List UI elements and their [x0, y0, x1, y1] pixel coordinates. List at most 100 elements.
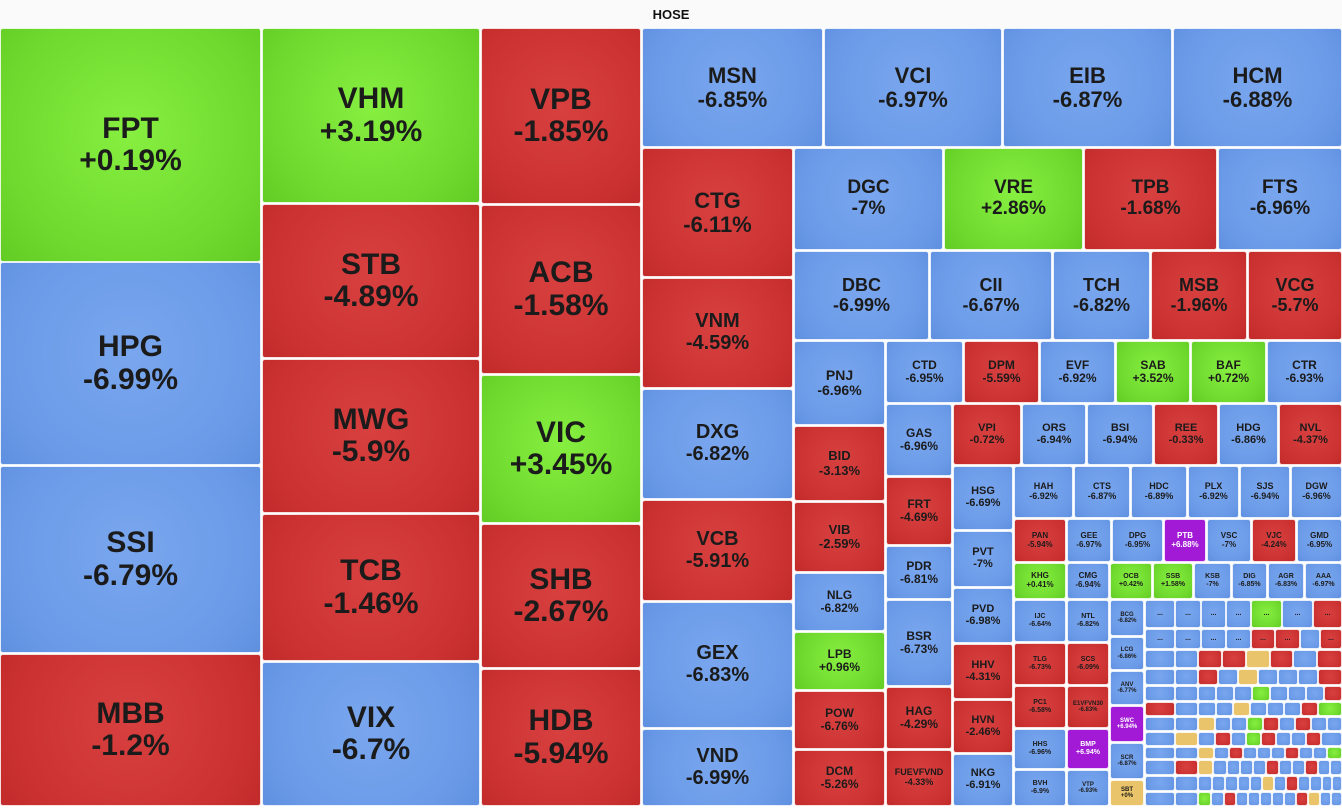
- stock-tile-vnd[interactable]: VND -6.99%: [642, 729, 793, 806]
- stock-tile-vic[interactable]: VIC +3.45%: [481, 375, 641, 523]
- collapsed-stock-tile[interactable]: ...: [1262, 776, 1274, 791]
- stock-tile-hhs[interactable]: HHS -6.96%: [1014, 729, 1066, 769]
- stock-tile-gas[interactable]: GAS -6.96%: [886, 404, 952, 476]
- stock-tile-nkg[interactable]: NKG -6.91%: [953, 754, 1013, 806]
- stock-tile-fts[interactable]: FTS -6.96%: [1218, 148, 1342, 250]
- collapsed-stock-tile[interactable]: ...: [1198, 747, 1214, 759]
- stock-tile-e1vfvn30[interactable]: E1VFVN30 -6.83%: [1067, 686, 1109, 728]
- collapsed-stock-tile[interactable]: ...: [1145, 732, 1175, 746]
- collapsed-stock-tile[interactable]: ...: [1308, 792, 1320, 806]
- stock-tile-hdb[interactable]: HDB -5.94%: [481, 669, 641, 806]
- collapsed-stock-tile[interactable]: ...: [1282, 600, 1313, 628]
- collapsed-stock-tile[interactable]: ...: [1145, 686, 1175, 701]
- collapsed-stock-tile[interactable]: ...: [1306, 686, 1324, 701]
- collapsed-stock-tile[interactable]: ...: [1238, 669, 1258, 685]
- collapsed-stock-tile[interactable]: ...: [1234, 686, 1252, 701]
- collapsed-stock-tile[interactable]: ...: [1175, 747, 1198, 759]
- stock-tile-vhm[interactable]: VHM +3.19%: [262, 28, 480, 203]
- collapsed-stock-tile[interactable]: ...: [1317, 650, 1342, 668]
- collapsed-stock-tile[interactable]: ...: [1224, 792, 1236, 806]
- stock-tile-ijc[interactable]: IJC -6.64%: [1014, 600, 1066, 642]
- collapsed-stock-tile[interactable]: ...: [1216, 686, 1234, 701]
- stock-tile-ntl[interactable]: NTL -6.82%: [1067, 600, 1109, 642]
- stock-tile-tlg[interactable]: TLG -6.73%: [1014, 643, 1066, 685]
- stock-tile-gee[interactable]: GEE -6.97%: [1067, 519, 1111, 562]
- stock-tile-vsc[interactable]: VSC -7%: [1207, 519, 1251, 562]
- stock-tile-vcb[interactable]: VCB -5.91%: [642, 500, 793, 601]
- collapsed-stock-tile[interactable]: ...: [1327, 747, 1342, 759]
- stock-tile-lpb[interactable]: LPB +0.96%: [794, 632, 885, 690]
- collapsed-stock-tile[interactable]: ...: [1216, 702, 1233, 716]
- collapsed-stock-tile[interactable]: ...: [1272, 792, 1284, 806]
- collapsed-stock-tile[interactable]: ...: [1306, 732, 1321, 746]
- stock-tile-pvt[interactable]: PVT -7%: [953, 531, 1013, 587]
- stock-tile-dgc[interactable]: DGC -7%: [794, 148, 943, 250]
- collapsed-stock-tile[interactable]: ...: [1332, 776, 1342, 791]
- collapsed-stock-tile[interactable]: ...: [1198, 776, 1212, 791]
- stock-tile-dpm[interactable]: DPM -5.59%: [964, 341, 1039, 403]
- collapsed-stock-tile[interactable]: ...: [1295, 717, 1311, 731]
- collapsed-stock-tile[interactable]: ...: [1198, 702, 1216, 716]
- stock-tile-ocb[interactable]: OCB +0.42%: [1110, 563, 1152, 599]
- collapsed-stock-tile[interactable]: ...: [1175, 686, 1198, 701]
- stock-tile-scr[interactable]: SCR -6.87%: [1110, 743, 1144, 779]
- collapsed-stock-tile[interactable]: ...: [1288, 686, 1306, 701]
- stock-tile-hdg[interactable]: HDG -6.86%: [1219, 404, 1278, 465]
- collapsed-stock-tile[interactable]: ...: [1274, 776, 1286, 791]
- collapsed-stock-tile[interactable]: ...: [1291, 732, 1306, 746]
- collapsed-stock-tile[interactable]: ...: [1175, 760, 1198, 775]
- stock-tile-anv[interactable]: ANV -6.77%: [1110, 671, 1144, 705]
- collapsed-stock-tile[interactable]: ...: [1260, 792, 1272, 806]
- collapsed-stock-tile[interactable]: ...: [1175, 629, 1201, 649]
- stock-tile-tch[interactable]: TCH -6.82%: [1053, 251, 1150, 340]
- collapsed-stock-tile[interactable]: ...: [1145, 792, 1175, 806]
- stock-tile-dcm[interactable]: DCM -5.26%: [794, 750, 885, 806]
- stock-tile-cmg[interactable]: CMG -6.94%: [1067, 563, 1109, 599]
- collapsed-stock-tile[interactable]: ...: [1320, 629, 1342, 649]
- stock-tile-bsr[interactable]: BSR -6.73%: [886, 600, 952, 686]
- collapsed-stock-tile[interactable]: ...: [1214, 747, 1229, 759]
- collapsed-stock-tile[interactable]: ...: [1175, 702, 1198, 716]
- stock-tile-vci[interactable]: VCI -6.97%: [824, 28, 1002, 147]
- collapsed-stock-tile[interactable]: ...: [1270, 686, 1288, 701]
- stock-tile-vix[interactable]: VIX -6.7%: [262, 662, 480, 806]
- stock-tile-acb[interactable]: ACB -1.58%: [481, 205, 641, 374]
- collapsed-stock-tile[interactable]: ...: [1278, 669, 1298, 685]
- collapsed-stock-tile[interactable]: ...: [1198, 732, 1215, 746]
- collapsed-stock-tile[interactable]: ...: [1284, 702, 1301, 716]
- stock-tile-hag[interactable]: HAG -4.29%: [886, 687, 952, 749]
- stock-tile-pc1[interactable]: PC1 -6.58%: [1014, 686, 1066, 728]
- collapsed-stock-tile[interactable]: ...: [1300, 629, 1320, 649]
- collapsed-stock-tile[interactable]: ...: [1175, 669, 1198, 685]
- collapsed-stock-tile[interactable]: ...: [1236, 792, 1248, 806]
- stock-tile-cii[interactable]: CII -6.67%: [930, 251, 1052, 340]
- stock-tile-ctd[interactable]: CTD -6.95%: [886, 341, 963, 403]
- stock-tile-vpb[interactable]: VPB -1.85%: [481, 28, 641, 204]
- collapsed-stock-tile[interactable]: ...: [1145, 629, 1175, 649]
- collapsed-stock-tile[interactable]: ...: [1201, 600, 1226, 628]
- collapsed-stock-tile[interactable]: ...: [1198, 650, 1222, 668]
- collapsed-stock-tile[interactable]: ...: [1145, 702, 1175, 716]
- stock-tile-nlg[interactable]: NLG -6.82%: [794, 573, 885, 631]
- stock-tile-msn[interactable]: MSN -6.85%: [642, 28, 823, 147]
- stock-tile-tpb[interactable]: TPB -1.68%: [1084, 148, 1217, 250]
- collapsed-stock-tile[interactable]: ...: [1175, 776, 1198, 791]
- collapsed-stock-tile[interactable]: ...: [1298, 776, 1310, 791]
- collapsed-stock-tile[interactable]: ...: [1247, 717, 1263, 731]
- collapsed-stock-tile[interactable]: ...: [1276, 732, 1291, 746]
- collapsed-stock-tile[interactable]: ...: [1293, 650, 1317, 668]
- stock-tile-vcg[interactable]: VCG -5.7%: [1248, 251, 1342, 340]
- stock-tile-ctr[interactable]: CTR -6.93%: [1267, 341, 1342, 403]
- stock-tile-nvl[interactable]: NVL -4.37%: [1279, 404, 1342, 465]
- stock-tile-mwg[interactable]: MWG -5.9%: [262, 359, 480, 513]
- stock-tile-dpg[interactable]: DPG -6.95%: [1112, 519, 1163, 562]
- collapsed-stock-tile[interactable]: ...: [1240, 760, 1253, 775]
- collapsed-stock-tile[interactable]: ...: [1145, 600, 1175, 628]
- stock-tile-dbc[interactable]: DBC -6.99%: [794, 251, 929, 340]
- stock-tile-gmd[interactable]: GMD -6.95%: [1297, 519, 1342, 562]
- collapsed-stock-tile[interactable]: ...: [1222, 650, 1246, 668]
- stock-tile-scs[interactable]: SCS -6.09%: [1067, 643, 1109, 685]
- collapsed-stock-tile[interactable]: ...: [1145, 760, 1175, 775]
- collapsed-stock-tile[interactable]: ...: [1251, 600, 1282, 628]
- collapsed-stock-tile[interactable]: ...: [1215, 732, 1231, 746]
